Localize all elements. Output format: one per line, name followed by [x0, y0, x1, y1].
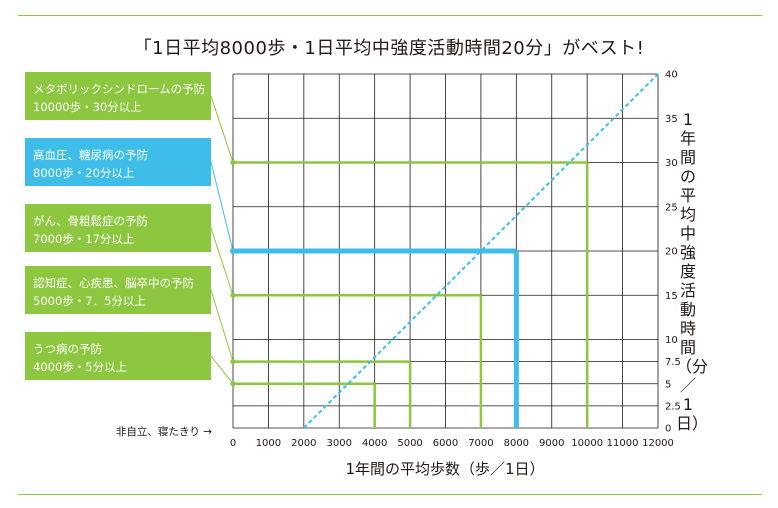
x-axis-label: 1年間の平均歩数（歩／1日） [345, 460, 545, 478]
y-tick-label: 20 [665, 247, 678, 258]
y-tick-label: 40 [665, 70, 678, 81]
x-tick-label: 5000 [397, 438, 422, 449]
x-tick-label: 2000 [291, 438, 316, 449]
bottom-rule [18, 494, 762, 495]
box-threshold: 7000歩・17分以上 [33, 232, 135, 246]
box-condition: メタボリックシンドロームの予防 [33, 82, 206, 96]
x-tick-label: 0 [230, 438, 236, 449]
y-tick-label: 35 [665, 114, 678, 125]
box-threshold: 5000歩・7．5分以上 [33, 294, 146, 308]
x-tick-label: 8000 [504, 438, 529, 449]
prevention-box-dementia: 認知症、心疾患、脳卒中の予防 5000歩・7．5分以上 [25, 266, 211, 314]
connector-line [210, 161, 234, 252]
page-title: 「1日平均8000歩・1日平均中強度活動時間20分」がベスト! [133, 38, 645, 59]
prevention-box-metabolic: メタボリックシンドロームの予防 10000歩・30分以上 [25, 72, 211, 120]
threshold-dot [230, 359, 236, 365]
x-tick-label: 10000 [571, 438, 603, 449]
box-condition: 認知症、心疾患、脳卒中の予防 [33, 276, 194, 290]
y-tick-label: 10 [665, 335, 678, 346]
y-tick-label: 2.5 [665, 401, 681, 412]
x-tick-label: 12000 [642, 438, 674, 449]
x-tick-label: 1000 [256, 438, 281, 449]
x-tick-label: 3000 [327, 438, 352, 449]
threshold-dot [230, 159, 236, 166]
box-condition: うつ病の予防 [33, 342, 102, 356]
connector-line [210, 95, 234, 163]
y-tick-label: 0 [665, 424, 671, 435]
connector-line [210, 289, 234, 362]
chart-marks [230, 73, 659, 429]
y-tick-label: 7.5 [665, 357, 681, 368]
x-tick-label: 7000 [468, 438, 493, 449]
y-tick-label: 30 [665, 158, 678, 169]
x-tick-label: 4000 [362, 438, 387, 449]
y-tick-labels: 0 2.5 5 7.5 10 15 20 25 30 35 40 [665, 70, 681, 435]
prevention-box-hypertension: 高血圧、糖尿病の予防 8000歩・20分以上 [25, 138, 211, 186]
y-tick-label: 15 [665, 291, 678, 302]
x-tick-label: 9000 [539, 438, 564, 449]
box-threshold: 4000歩・5分以上 [33, 360, 128, 374]
connector-line [210, 355, 234, 385]
connector-lines [210, 95, 234, 385]
threshold-dot [230, 248, 236, 254]
x-tick-labels: 0 1000 2000 3000 4000 5000 6000 7000 8000 9000 100… [230, 438, 674, 449]
bedridden-note: 非自立、寝たきり → [115, 426, 212, 438]
box-condition: 高血圧、糖尿病の予防 [33, 148, 148, 162]
y-tick-label: 25 [665, 202, 678, 213]
x-tick-label: 6000 [433, 438, 458, 449]
x-tick-label: 11000 [607, 438, 639, 449]
connector-line [210, 227, 234, 296]
y-tick-label: 5 [665, 379, 671, 390]
box-threshold: 10000歩・30分以上 [33, 100, 142, 114]
prevention-box-cancer: がん、骨粗鬆症の予防 7000歩・17分以上 [25, 204, 211, 252]
threshold-dot [230, 381, 236, 387]
top-rule [18, 15, 762, 16]
threshold-dot [230, 292, 236, 298]
y-axis-label: 1年間の平均中強度活動時間（分／1日） [676, 110, 709, 433]
prevention-box-depression: うつ病の予防 4000歩・5分以上 [25, 332, 211, 380]
box-threshold: 8000歩・20分以上 [33, 166, 135, 180]
box-condition: がん、骨粗鬆症の予防 [33, 214, 148, 228]
